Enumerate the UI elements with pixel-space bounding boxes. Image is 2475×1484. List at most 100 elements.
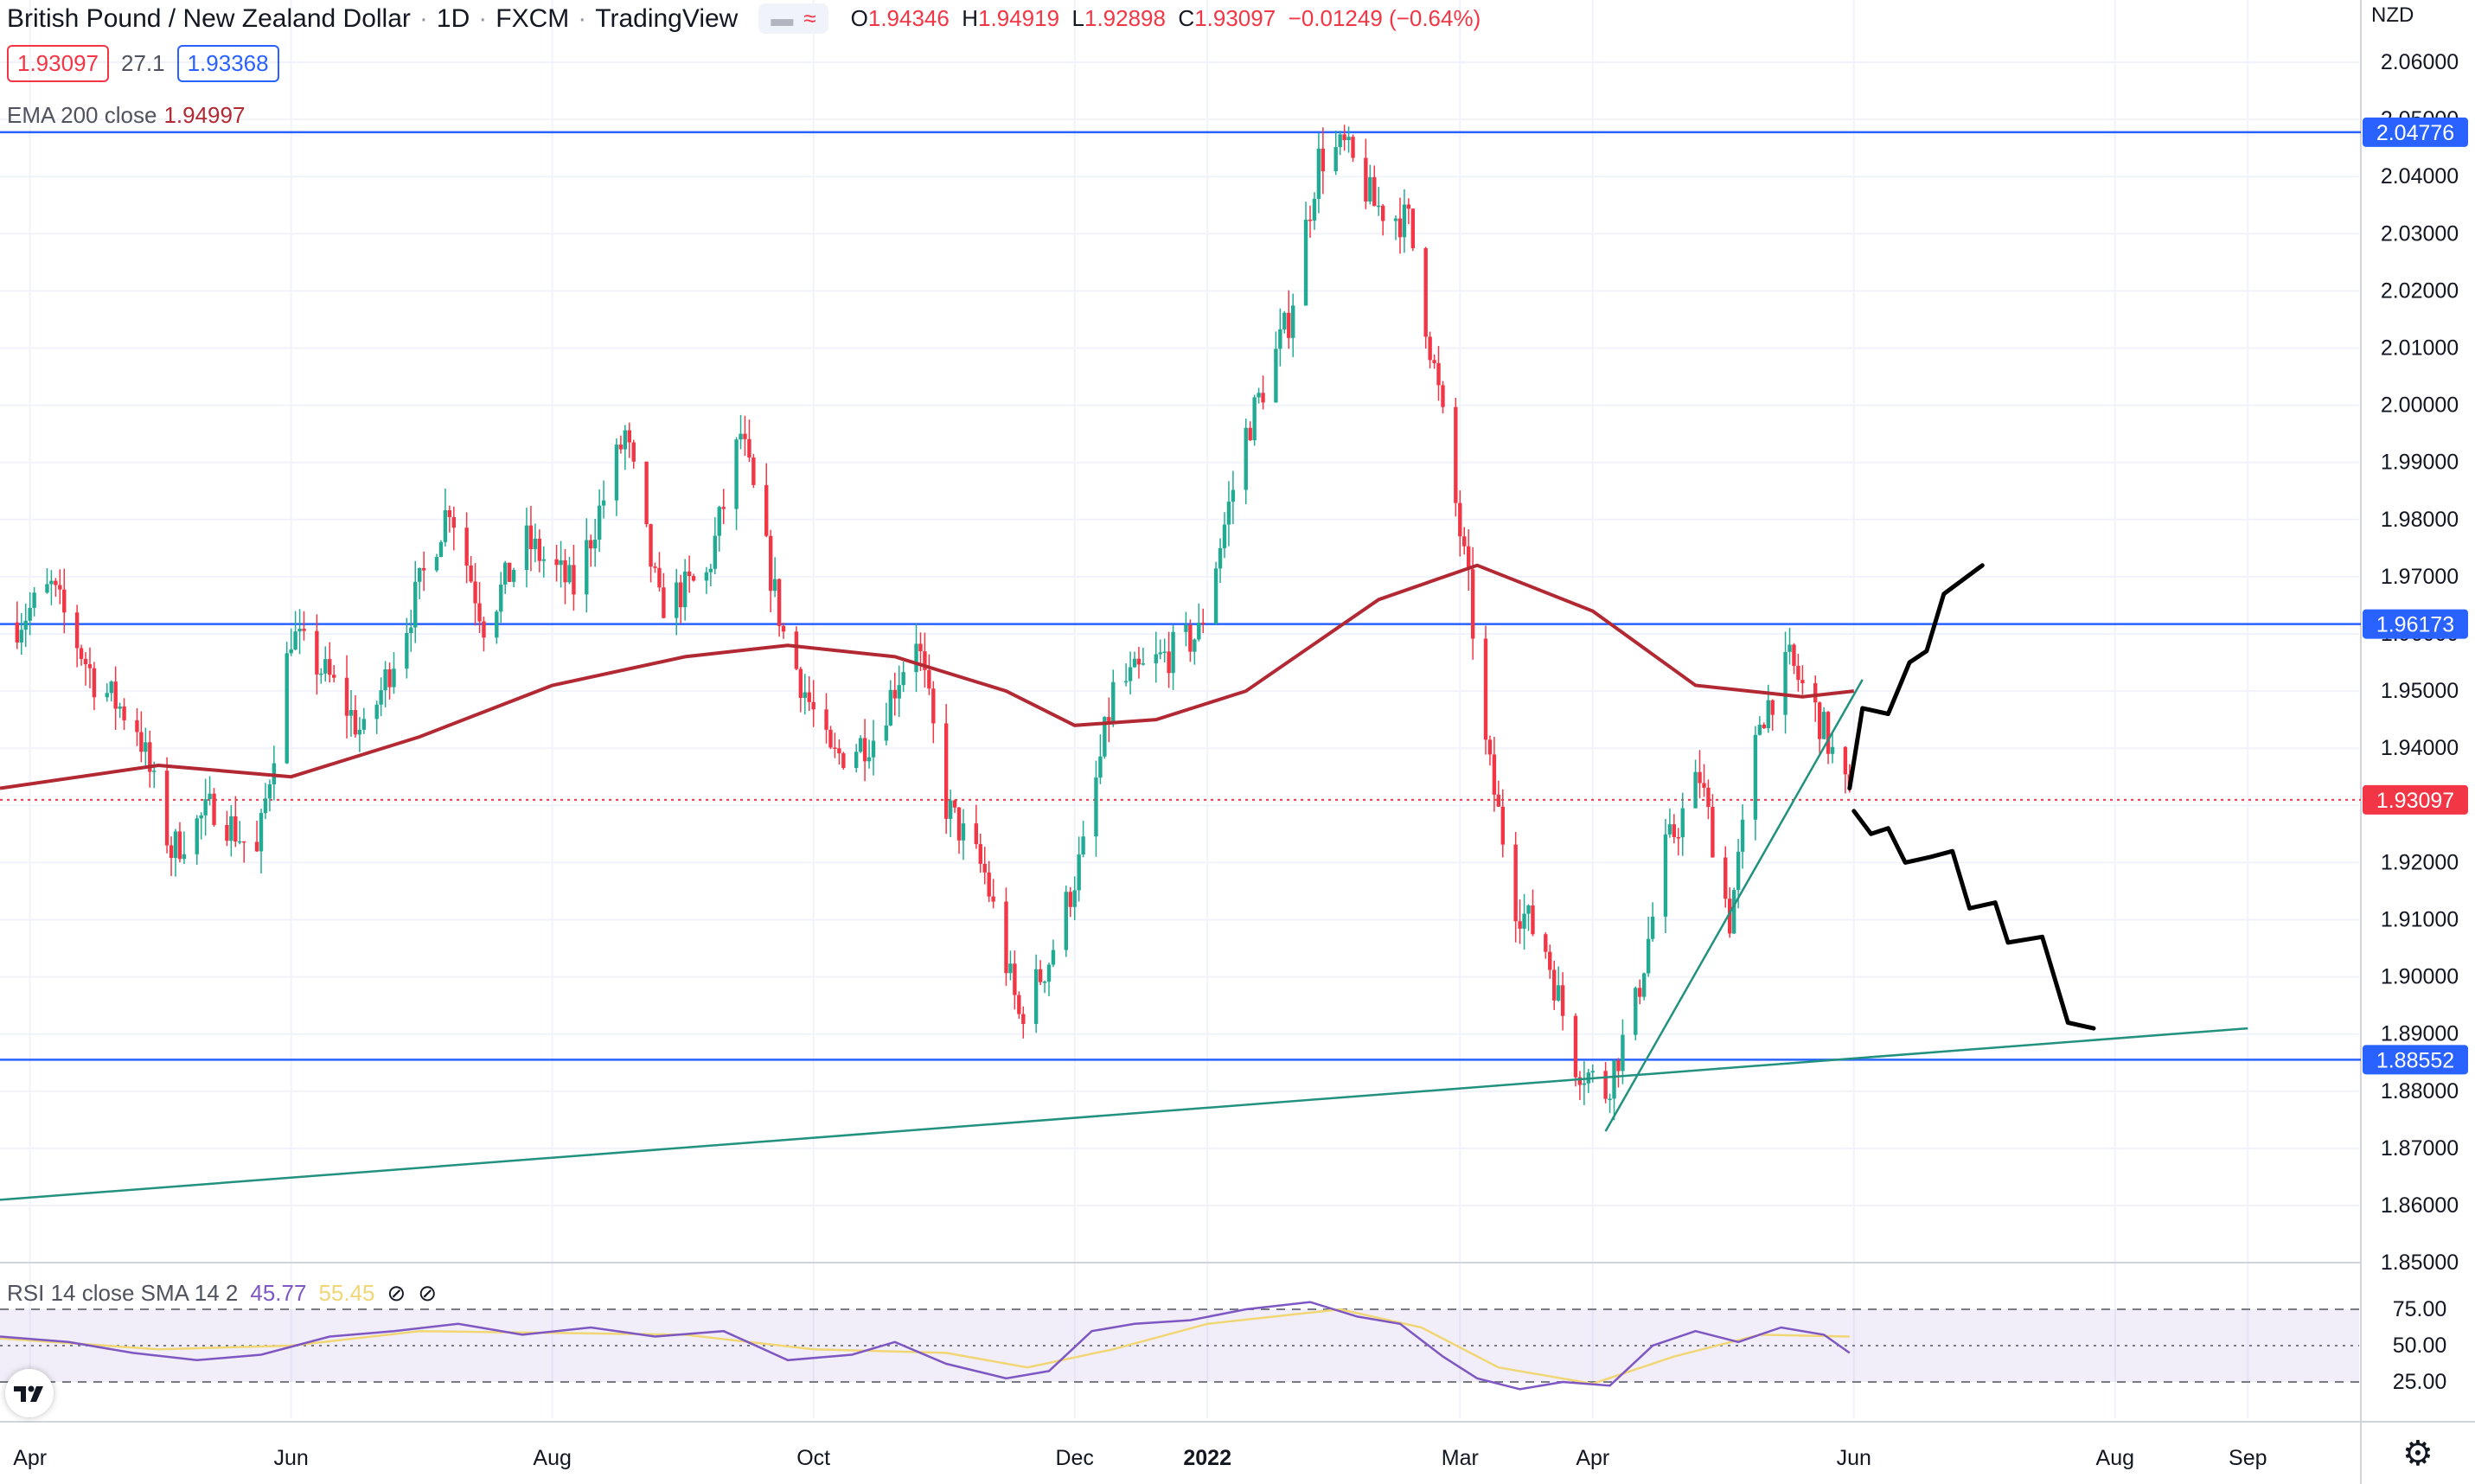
hide-icon[interactable]: ⊘ bbox=[418, 1280, 438, 1306]
rsi-legend[interactable]: RSI 14 close SMA 14 2 45.77 55.45 ⊘ ⊘ bbox=[7, 1280, 437, 1307]
rsi-tick-label: 50.00 bbox=[2393, 1334, 2447, 1358]
candle-body bbox=[974, 823, 979, 845]
candle-body bbox=[704, 572, 709, 581]
candle-body bbox=[559, 560, 563, 566]
candle-body bbox=[1257, 393, 1261, 398]
horizontal-levels[interactable] bbox=[0, 131, 2361, 1061]
candle-body bbox=[768, 535, 773, 592]
chart-mode-toggle[interactable]: ▬ ≈ bbox=[758, 3, 828, 34]
quote-row: 1.93097 27.1 1.93368 bbox=[7, 45, 279, 82]
candle-body bbox=[49, 580, 54, 585]
candle-body bbox=[45, 584, 49, 593]
candle-body bbox=[1548, 951, 1552, 970]
candle-body bbox=[254, 841, 259, 852]
candle-body bbox=[1492, 754, 1497, 795]
candle-body bbox=[679, 582, 683, 608]
candle-body bbox=[1513, 844, 1518, 922]
candle-body bbox=[884, 725, 889, 741]
candle-body bbox=[589, 540, 593, 549]
level-price-tag bbox=[2363, 117, 2468, 147]
price-tags: 2.04776 1.96173 1.88552 1.93097 bbox=[2363, 117, 2468, 1075]
candle-body bbox=[1308, 220, 1313, 221]
candle-body bbox=[148, 742, 152, 772]
ema-legend-label: EMA 200 close bbox=[7, 102, 157, 128]
candle-body bbox=[328, 659, 332, 675]
candle-body bbox=[1252, 397, 1257, 441]
candle-body bbox=[387, 668, 392, 688]
candle-body bbox=[1496, 794, 1501, 807]
candle-body bbox=[1123, 681, 1129, 683]
candle-body bbox=[1792, 644, 1796, 666]
candle-body bbox=[105, 693, 109, 698]
candle-body bbox=[229, 816, 233, 841]
minus-icon[interactable]: ▬ bbox=[771, 5, 794, 31]
gear-icon[interactable]: ⚙ bbox=[2402, 1435, 2433, 1473]
candle-body bbox=[203, 799, 208, 816]
candle-body bbox=[32, 592, 36, 608]
price-tick-label: 1.95000 bbox=[2381, 679, 2459, 703]
candle-body bbox=[943, 723, 949, 819]
candle-body bbox=[927, 669, 931, 689]
candle-body bbox=[1364, 157, 1368, 201]
time-tick-label: 2022 bbox=[1183, 1446, 1231, 1470]
level-price-tag bbox=[2363, 609, 2468, 639]
candle-body bbox=[1650, 916, 1655, 939]
hide-icon[interactable]: ⊘ bbox=[387, 1280, 406, 1306]
candle-body bbox=[1132, 658, 1137, 668]
candle-body bbox=[1282, 312, 1287, 329]
rsi-tick-label: 75.00 bbox=[2393, 1297, 2447, 1321]
candle-body bbox=[1740, 819, 1745, 852]
candle-body bbox=[1077, 854, 1081, 891]
candle-body bbox=[208, 793, 212, 800]
candle-body bbox=[113, 681, 118, 709]
currency-unit[interactable]: NZD bbox=[2371, 3, 2414, 27]
buy-price-box[interactable]: 1.93368 bbox=[176, 45, 279, 82]
candle-body bbox=[83, 658, 88, 665]
candle-body bbox=[691, 576, 696, 581]
candle-body bbox=[374, 704, 379, 720]
candle-body bbox=[614, 445, 619, 501]
candle-body bbox=[361, 719, 367, 730]
candle-body bbox=[169, 845, 174, 859]
candle-body bbox=[225, 824, 229, 841]
candle-body bbox=[713, 535, 718, 569]
candle-body bbox=[1544, 934, 1548, 952]
candle-body bbox=[1518, 921, 1522, 929]
symbol-title[interactable]: British Pound / New Zealand Dollar bbox=[7, 3, 411, 33]
candle-body bbox=[15, 622, 20, 643]
candle-body bbox=[1351, 137, 1355, 158]
candle-body bbox=[1531, 905, 1535, 935]
chart-title-bar: British Pound / New Zealand Dollar · 1D … bbox=[7, 3, 1481, 34]
tradingview-logo[interactable] bbox=[5, 1369, 54, 1417]
candle-body bbox=[649, 524, 653, 567]
trend-lines[interactable] bbox=[0, 679, 2248, 1201]
candle-body bbox=[1278, 329, 1282, 349]
candle-body bbox=[58, 585, 62, 590]
interval-label[interactable]: 1D bbox=[436, 3, 470, 33]
candle-body bbox=[1766, 700, 1770, 729]
candle-body bbox=[79, 648, 84, 659]
candle-body bbox=[1800, 680, 1805, 684]
candle-body bbox=[511, 570, 516, 582]
hand-drawings[interactable] bbox=[1847, 563, 2096, 1031]
ema-legend[interactable]: EMA 200 close 1.94997 bbox=[7, 102, 245, 129]
candle-body bbox=[195, 818, 199, 854]
candle-body bbox=[1621, 1034, 1625, 1071]
candle-body bbox=[1817, 702, 1822, 739]
candle-body bbox=[199, 815, 203, 819]
candle-body bbox=[1094, 777, 1098, 837]
candle-body bbox=[1038, 969, 1043, 982]
candle-body bbox=[152, 771, 157, 772]
candle-body bbox=[1338, 134, 1342, 148]
candle-body bbox=[991, 896, 995, 902]
candle-body bbox=[1380, 205, 1385, 221]
rsi-sma-line bbox=[0, 1308, 1850, 1385]
candle-body bbox=[109, 681, 113, 694]
price-tick-label: 1.90000 bbox=[2381, 965, 2459, 989]
candle-body bbox=[777, 579, 782, 626]
candle-body bbox=[92, 668, 97, 698]
approx-icon[interactable]: ≈ bbox=[803, 5, 816, 31]
sell-price-box[interactable]: 1.93097 bbox=[7, 45, 109, 82]
